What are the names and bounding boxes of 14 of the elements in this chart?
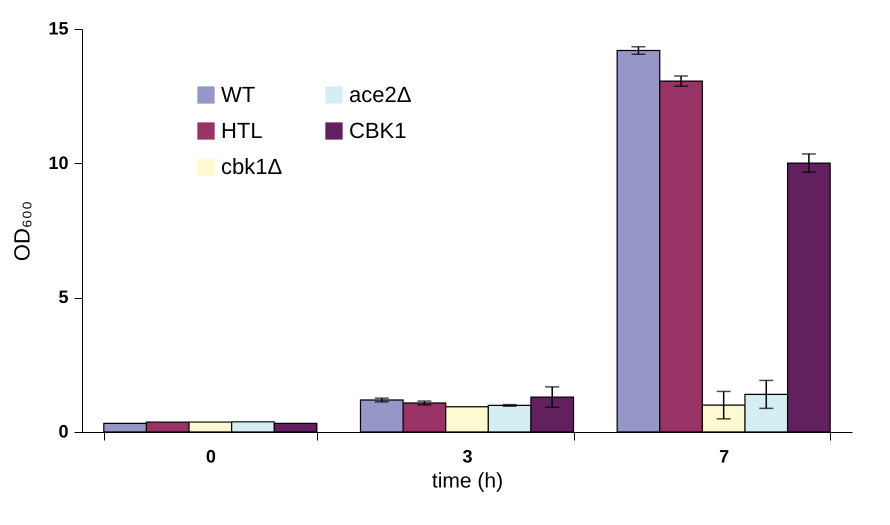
x-tick-label: 7 — [719, 446, 730, 466]
x-tick-label: 0 — [206, 446, 216, 466]
y-tick-label: 0 — [58, 422, 68, 442]
legend-label: CBK1 — [349, 118, 406, 143]
legend-label: cbk1Δ — [221, 154, 282, 179]
legend-label: ace2Δ — [349, 82, 412, 107]
legend-label: HTL — [221, 118, 263, 143]
legend-label: WT — [221, 82, 256, 107]
y-tick-label: 10 — [48, 152, 68, 173]
y-tick-label: 15 — [48, 18, 68, 38]
x-axis-title: time (h) — [432, 470, 504, 492]
y-axis-title: OD₆₀₀ — [9, 200, 34, 262]
x-tick-label: 3 — [462, 446, 473, 466]
y-tick-label: 5 — [58, 287, 68, 308]
